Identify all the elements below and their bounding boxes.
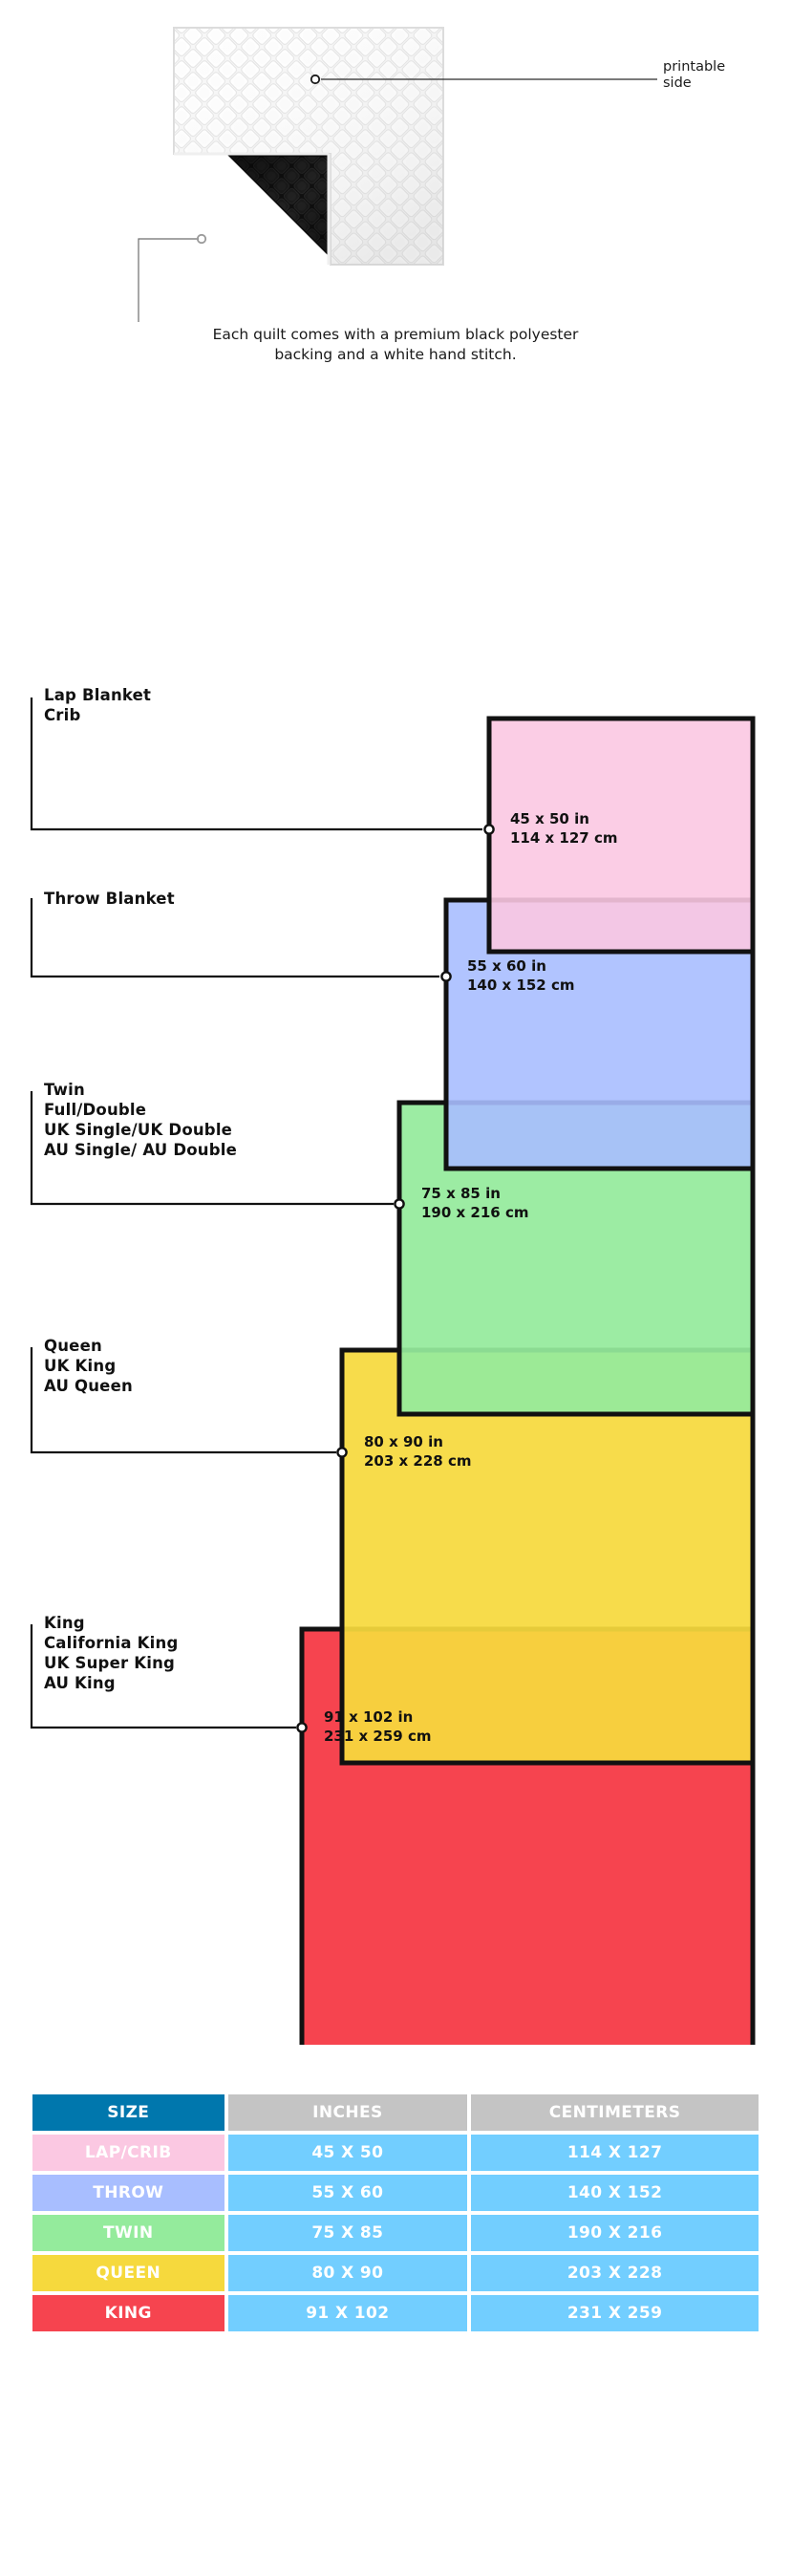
table-cell-inches: 75 X 85: [227, 2215, 468, 2251]
diagram-dim-cm-twin: 190 x 216 cm: [421, 1204, 529, 1221]
table-cell-size: TWIN: [32, 2215, 224, 2251]
table-row: QUEEN 80 X 90 203 X 228: [32, 2255, 759, 2291]
diagram-dim-cm-king: 231 x 259 cm: [324, 1728, 432, 1745]
diagram-dim-inches-throw: 55 x 60 in: [467, 957, 546, 975]
table-cell-centimeters: 114 X 127: [471, 2135, 759, 2171]
printable-side-label: printable side: [663, 59, 726, 91]
leader-throw: [30, 898, 439, 978]
table-cell-centimeters: 203 X 228: [471, 2255, 759, 2291]
size-table: SIZE INCHES CENTIMETERS LAP/CRIB 45 X 50…: [29, 2091, 762, 2335]
marker-queen: [336, 1447, 348, 1458]
diagram-label-king: King California King UK Super King AU Ki…: [44, 1614, 179, 1692]
quilt-black-backing: [227, 155, 330, 257]
diagram-dim-inches-twin: 75 x 85 in: [421, 1185, 501, 1202]
table-cell-size: QUEEN: [32, 2255, 224, 2291]
diagram-dim-cm-throw: 140 x 152 cm: [467, 977, 575, 994]
table-cell-inches: 45 X 50: [227, 2135, 468, 2171]
leader-lap-crib: [30, 698, 482, 831]
table-cell-inches: 55 X 60: [227, 2175, 468, 2211]
leader-queen: [30, 1347, 336, 1454]
leader-twin: [30, 1091, 394, 1206]
quilt-caption: Each quilt comes with a premium black po…: [212, 326, 579, 363]
leader-king: [30, 1624, 296, 1729]
table-cell-inches: 80 X 90: [227, 2255, 468, 2291]
diagram-dim-inches-lap-crib: 45 x 50 in: [510, 810, 589, 827]
table-row: TWIN 75 X 85 190 X 216: [32, 2215, 759, 2251]
diagram-label-lap-crib: Lap Blanket Crib: [44, 686, 152, 724]
diagram-label-queen: Queen UK King AU Queen: [44, 1337, 133, 1395]
table-header-centimeters: CENTIMETERS: [471, 2094, 759, 2131]
size-rect-lap-crib: [486, 716, 756, 955]
table-cell-size: KING: [32, 2295, 224, 2331]
diagram-dim-inches-king: 91 x 102 in: [324, 1708, 414, 1726]
table-header-size: SIZE: [32, 2094, 224, 2131]
table-cell-centimeters: 190 X 216: [471, 2215, 759, 2251]
table-header-row: SIZE INCHES CENTIMETERS: [32, 2094, 759, 2131]
table-row: LAP/CRIB 45 X 50 114 X 127: [32, 2135, 759, 2171]
diagram-dim-inches-queen: 80 x 90 in: [364, 1433, 443, 1450]
size-table-section: SIZE INCHES CENTIMETERS LAP/CRIB 45 X 50…: [29, 2091, 762, 2335]
diagram-label-twin: Twin Full/Double UK Single/UK Double AU …: [44, 1081, 237, 1159]
diagram-dim-cm-lap-crib: 114 x 127 cm: [510, 829, 618, 847]
marker-twin: [394, 1198, 405, 1210]
table-row: THROW 55 X 60 140 X 152: [32, 2175, 759, 2211]
table-cell-inches: 91 X 102: [227, 2295, 468, 2331]
size-rect-queen: [339, 1347, 756, 1766]
marker-throw: [440, 971, 452, 982]
table-cell-size: THROW: [32, 2175, 224, 2211]
size-comparison-diagram: Lap Blanket Crib Throw Blanket Twin Full…: [0, 669, 791, 2045]
table-header-inches: INCHES: [227, 2094, 468, 2131]
marker-lap-crib: [483, 824, 495, 835]
diagram-label-throw: Throw Blanket: [44, 890, 175, 908]
marker-king: [296, 1722, 308, 1733]
diagram-dim-cm-queen: 203 x 228 cm: [364, 1452, 472, 1470]
table-cell-size: LAP/CRIB: [32, 2135, 224, 2171]
quilt-illustration-section: printable side Each quilt comes with a p…: [0, 0, 791, 401]
table-cell-centimeters: 231 X 259: [471, 2295, 759, 2331]
quilt-image: [170, 24, 447, 330]
table-cell-centimeters: 140 X 152: [471, 2175, 759, 2211]
table-row: KING 91 X 102 231 X 259: [32, 2295, 759, 2331]
